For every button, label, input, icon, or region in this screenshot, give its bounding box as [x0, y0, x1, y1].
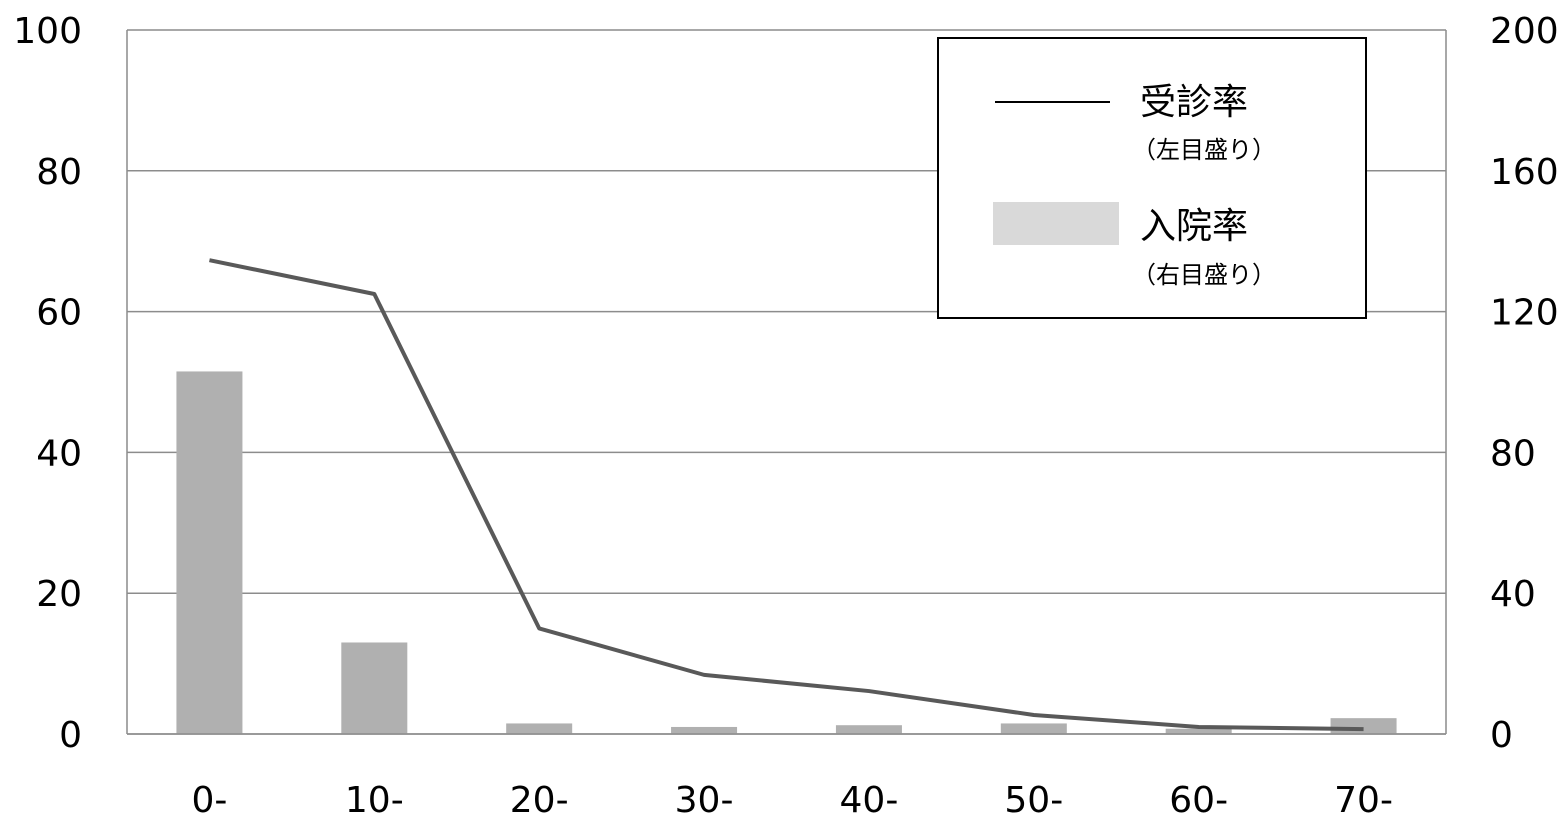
legend-bar-label: 入院率: [1140, 206, 1248, 247]
x-tick-label: 50-: [1004, 780, 1063, 821]
legend-box: [937, 37, 1367, 319]
left-tick-label: 20: [36, 574, 82, 615]
bar-series: [176, 371, 1397, 734]
axes: [126, 30, 1447, 735]
bar: [671, 726, 738, 734]
bar: [835, 725, 902, 734]
right-axis-ticks: 0 40 80 120 160 200: [1490, 11, 1559, 756]
legend: 受診率 （左目盛り） 入院率 （右目盛り）: [937, 37, 1367, 319]
x-tick-label: 70-: [1334, 780, 1393, 821]
bar: [1165, 728, 1232, 734]
right-tick-label: 120: [1490, 293, 1559, 334]
x-tick-label: 10-: [345, 780, 404, 821]
x-tick-label: 0-: [191, 780, 227, 821]
right-tick-label: 40: [1490, 574, 1536, 615]
left-tick-label: 60: [36, 293, 82, 334]
right-tick-label: 80: [1490, 433, 1536, 474]
x-tick-label: 30-: [675, 780, 734, 821]
right-tick-label: 160: [1490, 152, 1559, 193]
bar: [1000, 723, 1067, 734]
right-tick-label: 200: [1490, 11, 1559, 52]
bar: [1330, 718, 1397, 734]
legend-line-sublabel: （左目盛り）: [1132, 136, 1276, 164]
series-line: [209, 258, 1364, 732]
x-tick-label: 20-: [510, 780, 569, 821]
line-series: [209, 258, 1364, 732]
right-tick-label: 0: [1490, 715, 1513, 756]
x-tick-label: 40-: [840, 780, 899, 821]
left-tick-label: 40: [36, 433, 82, 474]
left-axis-ticks: 0 20 40 60 80 100: [13, 11, 82, 756]
left-tick-label: 0: [59, 715, 82, 756]
legend-line-label: 受診率: [1140, 82, 1248, 123]
x-tick-label: 60-: [1169, 780, 1228, 821]
legend-bar-swatch: [993, 202, 1119, 245]
bar: [176, 371, 243, 734]
bar: [506, 723, 573, 734]
legend-bar-sublabel: （右目盛り）: [1132, 261, 1276, 289]
bar: [341, 642, 408, 734]
left-tick-label: 100: [13, 11, 82, 52]
x-axis-ticks: 0- 10- 20- 30- 40- 50- 60- 70-: [191, 780, 1392, 821]
left-tick-label: 80: [36, 152, 82, 193]
